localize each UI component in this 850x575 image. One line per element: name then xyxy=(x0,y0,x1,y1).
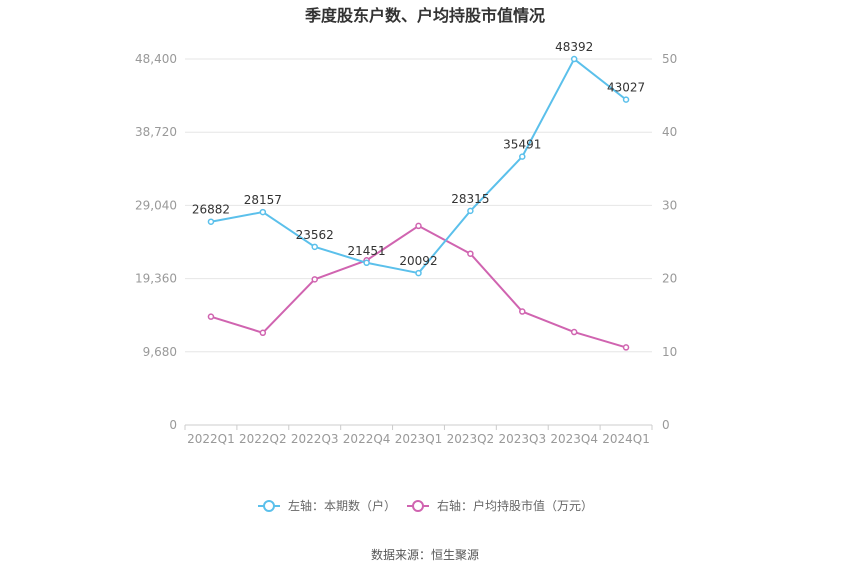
data-point xyxy=(570,55,578,63)
right-tick-label: 0 xyxy=(662,418,670,432)
left-tick-label: 29,040 xyxy=(135,198,177,212)
grid-lines xyxy=(185,58,652,426)
x-tick-label: 2024Q1 xyxy=(602,432,650,446)
chart-title: 季度股东户数、户均持股市值情况 xyxy=(304,6,545,25)
left-tick-label: 48,400 xyxy=(135,52,177,66)
data-label: 28157 xyxy=(244,193,282,207)
left-tick-label: 9,680 xyxy=(143,345,177,359)
data-point xyxy=(622,96,630,103)
right-tick-label: 10 xyxy=(662,345,677,359)
data-label: 26882 xyxy=(192,203,230,217)
right-tick-label: 30 xyxy=(662,198,677,212)
x-tick-label: 2023Q4 xyxy=(550,432,598,446)
data-point xyxy=(311,243,318,251)
source-note: 数据来源：恒生聚源 xyxy=(371,547,479,562)
data-label: 28315 xyxy=(451,192,489,206)
data-label: 23562 xyxy=(296,228,334,242)
data-point xyxy=(207,313,215,320)
data-point xyxy=(467,207,474,215)
data-point xyxy=(363,259,370,267)
left-tick-label: 19,360 xyxy=(135,272,177,286)
legend-swatch-marker xyxy=(412,500,424,512)
series-line-holders xyxy=(210,58,627,275)
left-tick-label: 38,720 xyxy=(135,125,177,139)
data-point xyxy=(207,218,215,225)
data-point xyxy=(259,329,267,337)
data-point xyxy=(519,153,526,160)
data-point xyxy=(570,328,578,336)
legend[interactable]: 左轴：本期数（户） 右轴：户均持股市值（万元） xyxy=(258,498,593,513)
data-point xyxy=(311,276,318,283)
data-point xyxy=(622,344,630,351)
data-point xyxy=(259,208,267,216)
data-label: 43027 xyxy=(607,81,645,95)
x-tick-label: 2023Q2 xyxy=(447,432,495,446)
x-tick-label: 2022Q3 xyxy=(291,432,339,446)
x-tick-label: 2022Q2 xyxy=(239,432,287,446)
data-label: 20092 xyxy=(399,254,437,268)
left-tick-label: 0 xyxy=(169,418,177,432)
legend-item-label: 左轴：本期数（户） xyxy=(288,498,396,513)
data-point xyxy=(519,308,526,315)
right-tick-label: 40 xyxy=(662,125,677,139)
right-axis-ticks: 0 10 20 30 40 50 xyxy=(662,52,677,432)
right-tick-label: 50 xyxy=(662,52,677,66)
legend-item-label: 右轴：户均持股市值（万元） xyxy=(437,498,593,513)
data-point xyxy=(415,269,422,277)
series-line-market-value xyxy=(210,224,627,349)
data-label: 48392 xyxy=(555,40,593,54)
x-tick-label: 2022Q4 xyxy=(343,432,391,446)
data-point xyxy=(467,250,474,257)
x-tick-label: 2023Q1 xyxy=(395,432,443,446)
series-layer: 26882 28157 23562 21451 20092 28315 35491 48392… xyxy=(192,40,645,351)
x-tick-label: 2022Q1 xyxy=(187,432,235,446)
right-tick-label: 20 xyxy=(662,272,677,286)
x-axis-ticks: 2022Q1 2022Q2 2022Q3 2022Q4 2023Q1 2023Q2 2023… xyxy=(184,425,653,446)
left-axis-ticks: 0 9,680 19,360 29,040 38,720 48,400 xyxy=(135,52,177,432)
data-label: 21451 xyxy=(348,244,386,258)
data-point xyxy=(415,222,422,230)
legend-swatch-marker xyxy=(263,500,275,512)
data-label: 35491 xyxy=(503,138,541,152)
x-tick-label: 2023Q3 xyxy=(498,432,546,446)
